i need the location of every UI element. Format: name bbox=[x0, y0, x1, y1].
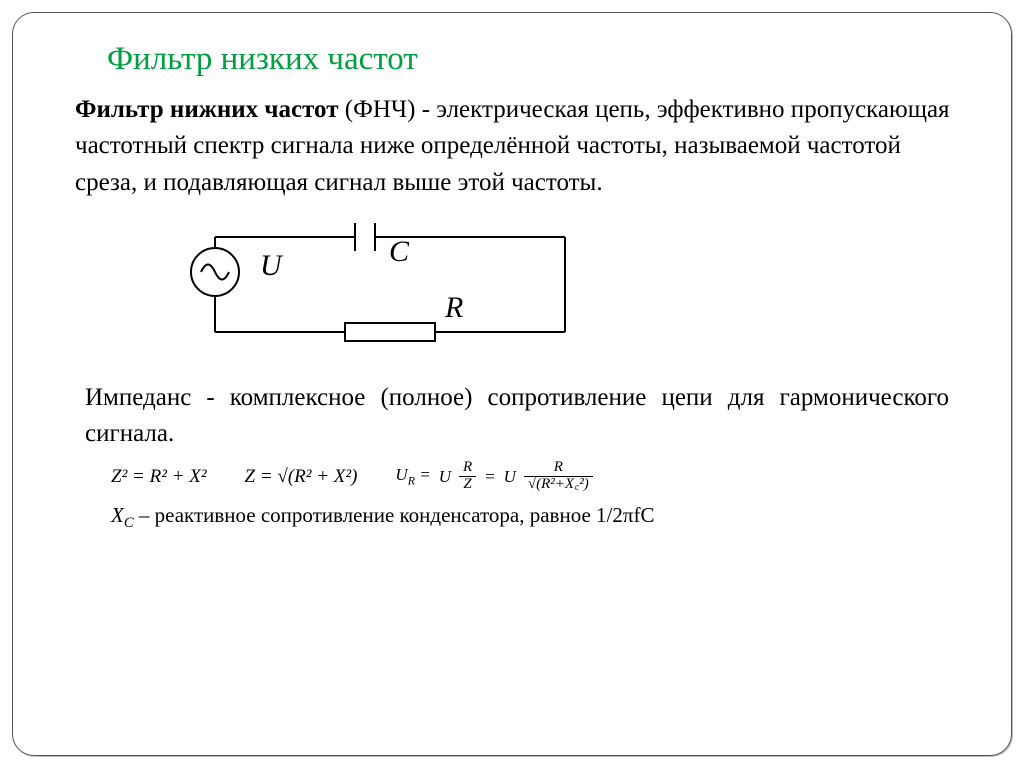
formula-ur: UR = U R Z = U R √(R²+X꜀²) bbox=[395, 460, 592, 493]
definition-paragraph: Фильтр нижних частот (ФНЧ) - электрическ… bbox=[75, 92, 961, 201]
ur-lhs: UR = bbox=[395, 465, 430, 488]
formula-z-squared: Z² = R² + X² bbox=[111, 466, 207, 488]
slide-title: Фильтр низких частот bbox=[107, 41, 969, 78]
fraction-r-over-root: R √(R²+X꜀²) bbox=[524, 460, 593, 493]
label-U: U bbox=[260, 249, 284, 282]
circuit-diagram-container: U C R bbox=[175, 217, 1024, 372]
label-R: R bbox=[444, 291, 463, 324]
slide-frame: Фильтр низких частот Фильтр нижних часто… bbox=[12, 12, 1012, 756]
definition-bold: Фильтр нижних частот bbox=[75, 96, 339, 123]
circuit-diagram: U C R bbox=[175, 217, 595, 367]
xc-note: XC – реактивное сопротивление конденсато… bbox=[111, 503, 969, 532]
label-C: C bbox=[389, 235, 410, 268]
formula-row: Z² = R² + X² Z = √(R² + X²) UR = U R Z =… bbox=[111, 460, 969, 493]
formula-z-root: Z = √(R² + X²) bbox=[245, 466, 358, 488]
fraction-r-over-z: R Z bbox=[459, 460, 476, 493]
impedance-paragraph: Импеданс - комплексное (полное) сопротив… bbox=[85, 380, 949, 453]
